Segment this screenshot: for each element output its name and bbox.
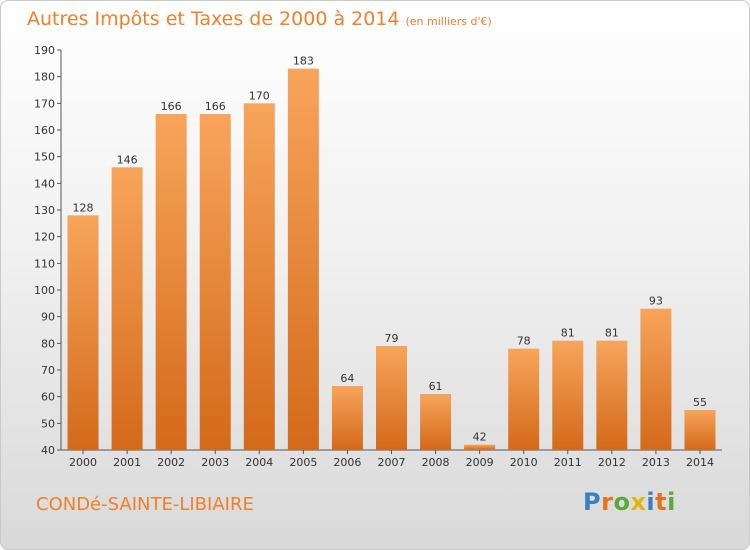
x-tick-label: 2005 [289, 456, 317, 469]
bar [155, 114, 187, 450]
bar-value-label: 81 [605, 327, 619, 340]
chart-unit: (en milliers d'€) [405, 15, 492, 28]
bar [287, 68, 319, 451]
bar-value-label: 170 [249, 89, 270, 102]
bar [508, 348, 540, 450]
y-tick-label: 130 [34, 204, 55, 217]
x-tick-label: 2013 [642, 456, 670, 469]
x-tick-label: 2009 [466, 456, 494, 469]
bar-value-label: 64 [340, 372, 354, 385]
y-tick-label: 140 [34, 177, 55, 190]
y-tick-label: 150 [34, 151, 55, 164]
bar-value-label: 128 [73, 201, 94, 214]
bar-value-label: 81 [561, 327, 575, 340]
y-tick-label: 190 [34, 44, 55, 57]
bar [464, 444, 496, 450]
bar [331, 386, 363, 450]
chart-title-text: Autres Impôts et Taxes de 2000 à 2014 [27, 8, 400, 30]
logo-letter: t [655, 488, 668, 516]
bar-value-label: 166 [205, 100, 226, 113]
x-tick-label: 2010 [510, 456, 538, 469]
x-tick-label: 2011 [554, 456, 582, 469]
bar [67, 215, 99, 450]
bar [199, 114, 231, 450]
y-tick-label: 170 [34, 97, 55, 110]
x-tick-label: 2002 [157, 456, 185, 469]
bar-value-label: 78 [517, 335, 531, 348]
logo-letter: o [613, 488, 631, 516]
y-tick-label: 180 [34, 71, 55, 84]
y-tick-label: 110 [34, 257, 55, 270]
logo-letter: i [667, 488, 676, 516]
logo-letter: x [630, 488, 647, 516]
logo-letter: P [583, 488, 602, 516]
bar [111, 167, 143, 451]
bar-value-label: 79 [385, 332, 399, 345]
y-tick-label: 50 [41, 417, 55, 430]
location-name: CONDé-SAINTE-LIBIAIRE [36, 494, 254, 515]
x-tick-label: 2003 [201, 456, 229, 469]
bar [243, 103, 275, 450]
x-tick-label: 2004 [245, 456, 273, 469]
logo-letter: r [601, 488, 614, 516]
x-tick-label: 2001 [113, 456, 141, 469]
bar-value-label: 166 [161, 100, 182, 113]
y-tick-label: 60 [41, 391, 55, 404]
x-tick-label: 2014 [686, 456, 714, 469]
y-tick-label: 100 [34, 284, 55, 297]
y-tick-label: 90 [41, 311, 55, 324]
bar-value-label: 42 [473, 431, 487, 444]
x-tick-label: 2006 [333, 456, 361, 469]
bar [596, 340, 628, 450]
bar-value-label: 93 [649, 295, 663, 308]
bar [420, 394, 452, 450]
bar [376, 346, 407, 450]
bar [640, 308, 672, 450]
x-tick-label: 2000 [69, 456, 97, 469]
x-tick-label: 2012 [598, 456, 626, 469]
bar [684, 410, 716, 450]
bar-value-label: 55 [693, 396, 707, 409]
bar-value-label: 183 [293, 55, 314, 68]
bar-value-label: 61 [429, 380, 443, 393]
logo-letter: i [646, 488, 656, 516]
x-tick-label: 2007 [378, 456, 406, 469]
y-tick-label: 70 [41, 364, 55, 377]
bar [552, 340, 584, 450]
proxiti-logo[interactable]: Proxiti [583, 488, 676, 516]
bar-value-label: 146 [117, 153, 138, 166]
y-tick-label: 40 [41, 444, 55, 457]
x-tick-label: 2008 [422, 456, 450, 469]
chart-title: Autres Impôts et Taxes de 2000 à 2014 (en… [27, 8, 492, 30]
y-tick-label: 120 [34, 231, 55, 244]
y-tick-label: 160 [34, 124, 55, 137]
chart-axes: 40 50 60 70 80 90 100 110 120 130 140 150 160 170 180 1… [34, 44, 722, 469]
y-tick-label: 80 [41, 337, 55, 350]
chart-bars: 128 146 166 166 170 183 64 79 61 42 78 81 81 93 55 [67, 55, 716, 451]
